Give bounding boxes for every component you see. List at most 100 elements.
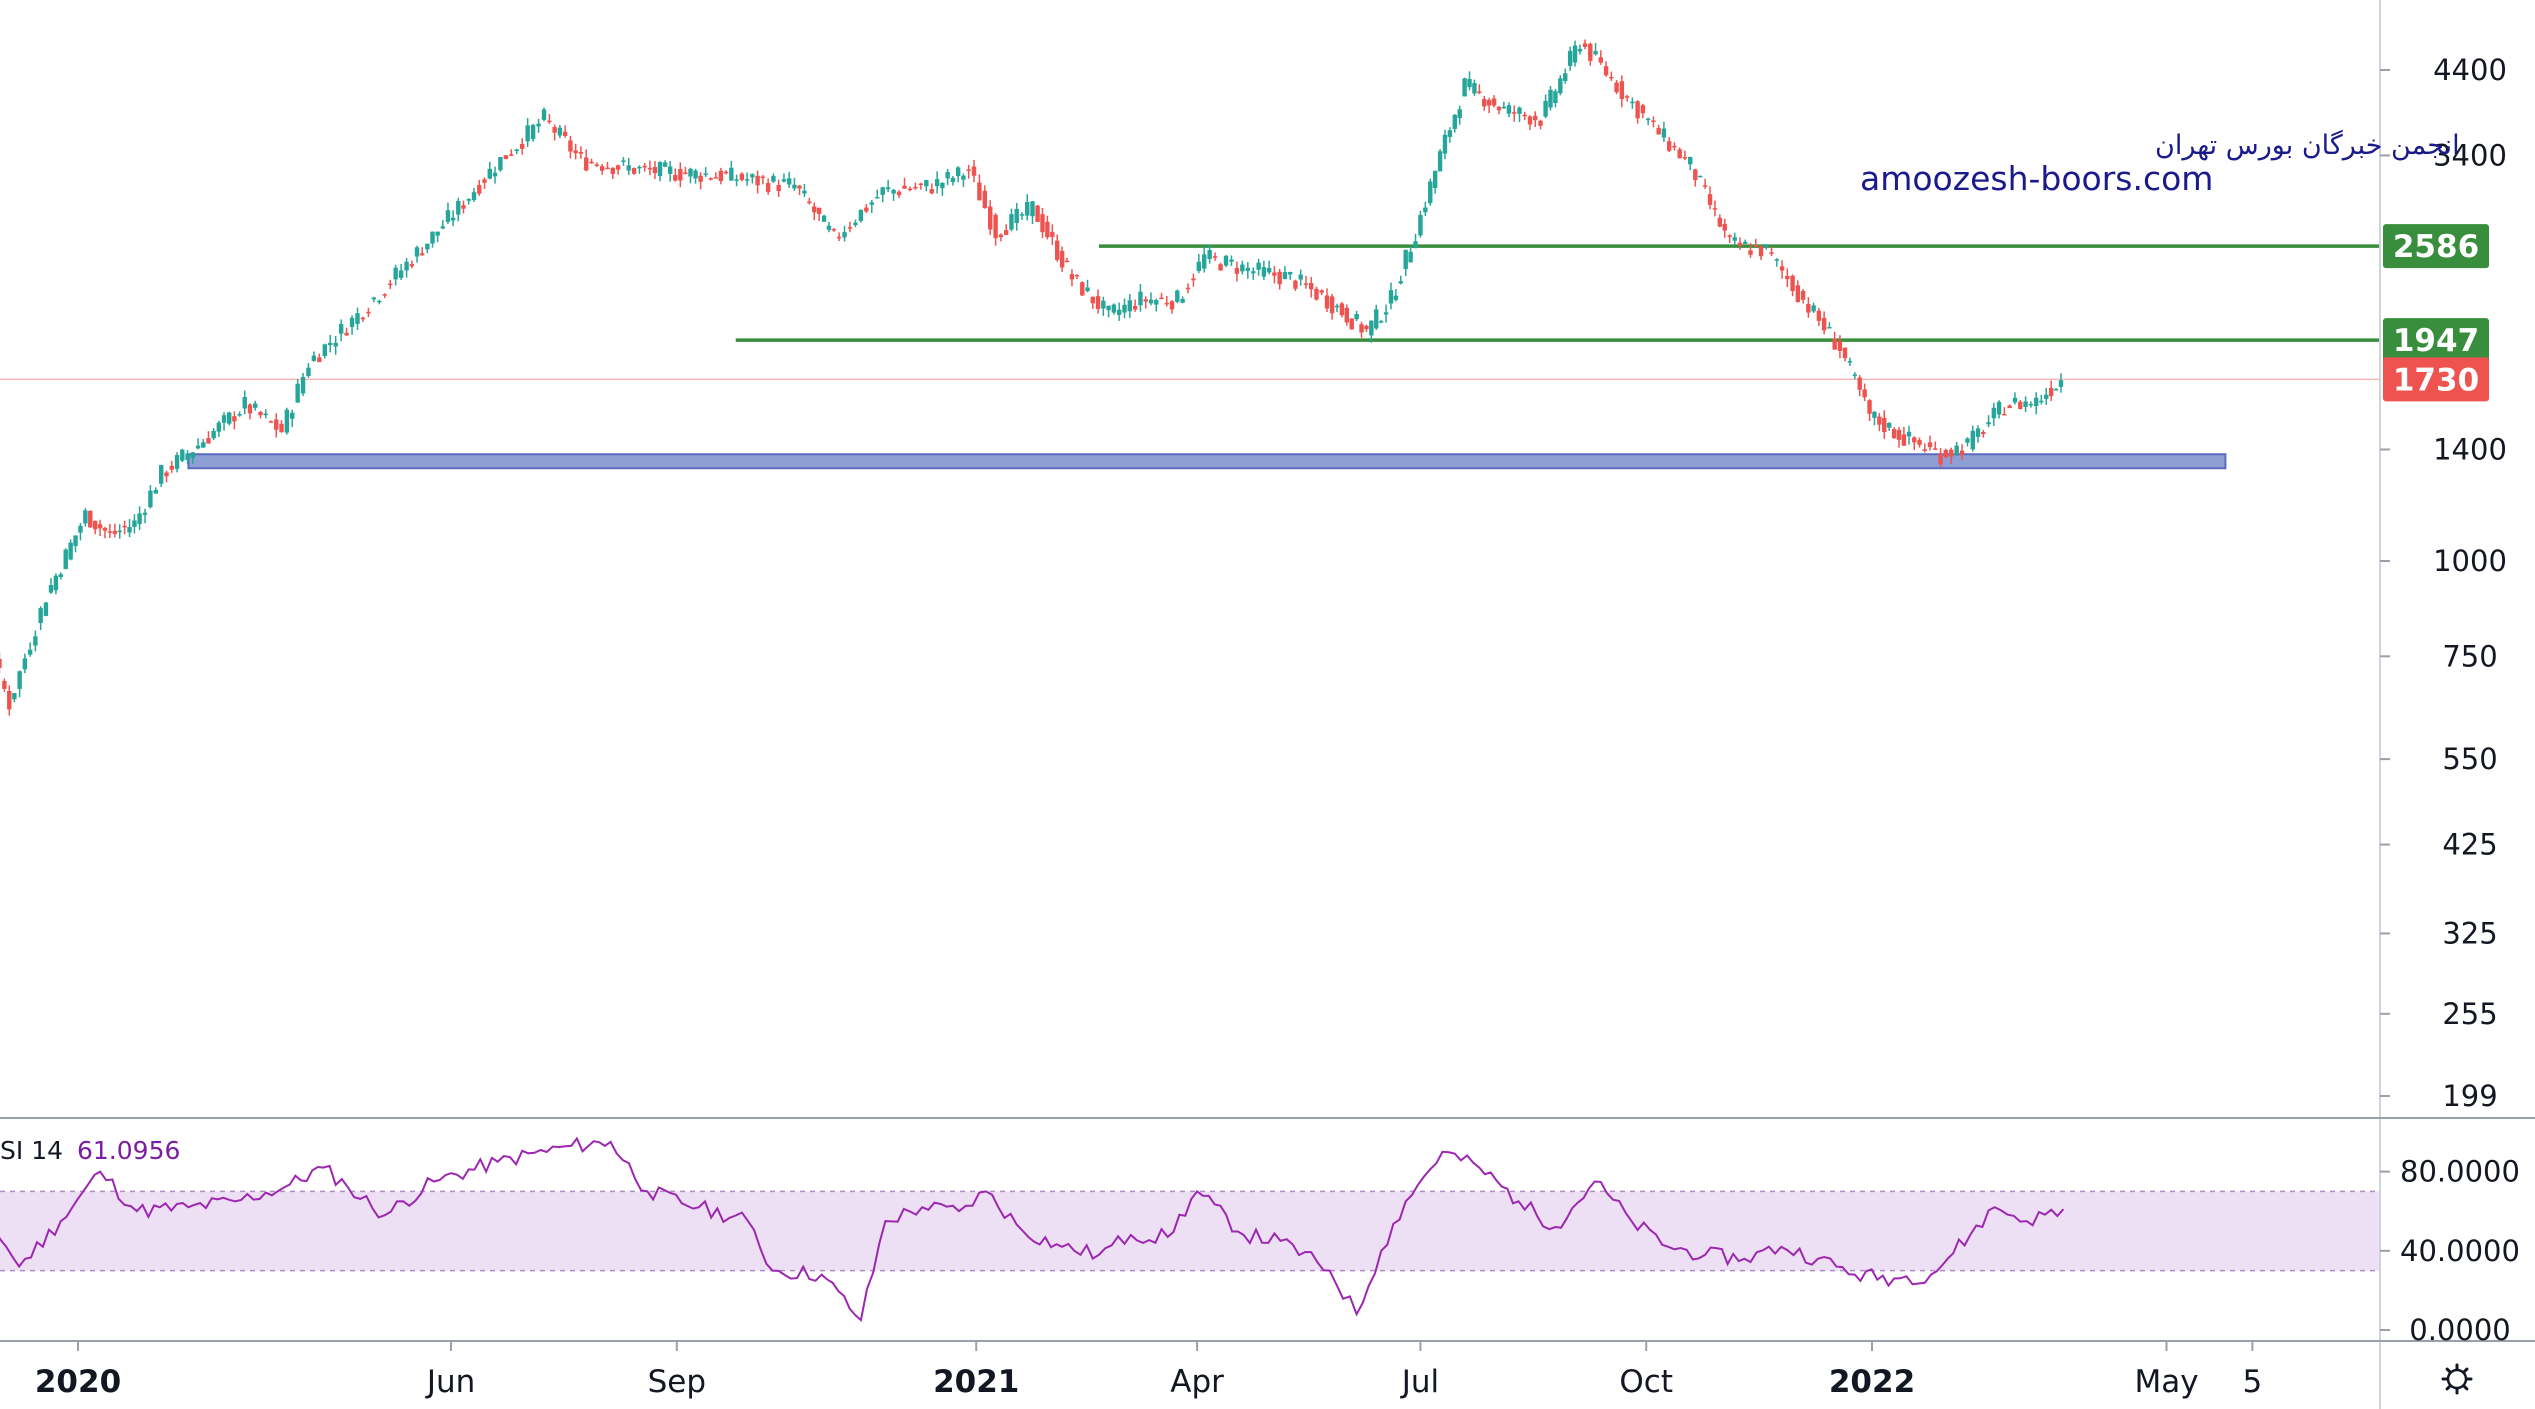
candle-body	[2018, 401, 2023, 410]
candle-body	[17, 671, 22, 689]
candle-body	[776, 185, 781, 192]
candle-body	[142, 512, 148, 515]
candle-body	[466, 199, 471, 201]
candle-body	[190, 452, 196, 458]
candle-body	[760, 176, 766, 179]
candle-body	[2023, 401, 2028, 407]
candle-body	[1954, 445, 1959, 455]
candle-body	[284, 409, 290, 433]
candle-body	[1672, 145, 1677, 148]
candle-body	[982, 190, 988, 209]
candle-body	[1906, 431, 1912, 437]
candle-body	[317, 357, 322, 363]
support-zone[interactable]	[187, 453, 2227, 470]
candle-body	[568, 140, 573, 152]
candle-body	[1095, 296, 1101, 310]
candle-body	[1722, 223, 1727, 231]
candle-body	[831, 228, 837, 231]
candle-body	[557, 127, 563, 136]
candle-body	[1164, 302, 1169, 305]
candle-body	[132, 520, 137, 527]
candle-body	[1645, 118, 1651, 121]
price-tick-label: 750	[2442, 639, 2497, 673]
candle-body	[1101, 300, 1106, 309]
candle-body	[1169, 301, 1175, 310]
candle-body	[169, 465, 174, 470]
candle-body	[1603, 66, 1609, 76]
candle-body	[88, 510, 93, 528]
candle-body	[1811, 305, 1816, 312]
time-tick-label: May	[2134, 1364, 2198, 1400]
candle-body	[578, 151, 584, 154]
candle-body	[1533, 115, 1538, 121]
candle-body	[792, 184, 797, 189]
rsi-title: SI 14	[0, 1136, 63, 1165]
candle-body	[22, 658, 28, 670]
candle-body	[1282, 272, 1288, 280]
candle-body	[610, 167, 616, 175]
candle-body	[652, 167, 658, 174]
candle-body	[1598, 57, 1604, 63]
candle-body	[27, 649, 33, 655]
candle-body	[2028, 403, 2034, 406]
candle-body	[781, 179, 787, 182]
candle-body	[1588, 43, 1593, 61]
candle-body	[929, 189, 934, 194]
candle-body	[750, 174, 755, 178]
settings-icon[interactable]	[2441, 1363, 2473, 1395]
candle-body	[180, 449, 185, 461]
time-tick-label: 2020	[35, 1364, 121, 1400]
candle-body	[1408, 251, 1413, 263]
candle-body	[552, 127, 557, 133]
candle-body	[1630, 101, 1635, 104]
candle-body	[482, 179, 487, 183]
candle-body	[1563, 73, 1568, 81]
candle-body	[1816, 310, 1822, 321]
candle-body	[1223, 255, 1229, 266]
candle-body	[1656, 127, 1661, 135]
price-tag-2586: 2586	[2393, 229, 2479, 265]
candle-body	[1272, 272, 1277, 276]
candle-body	[626, 165, 631, 171]
candle-body	[1640, 105, 1646, 114]
candle-body	[853, 222, 858, 226]
candle-body	[1758, 246, 1764, 257]
price-tick-label: 1400	[2433, 432, 2507, 466]
candle-body	[2044, 394, 2049, 399]
candle-body	[1040, 214, 1045, 233]
candle-body	[1927, 442, 1933, 448]
candle-body	[1506, 105, 1512, 114]
candle-body	[1196, 261, 1202, 272]
candle-body	[1009, 214, 1014, 230]
candle-body	[605, 167, 610, 170]
candle-body	[729, 167, 734, 181]
time-tick-label: 2021	[933, 1364, 1019, 1400]
candle-body	[0, 658, 2, 668]
candle-body	[279, 423, 284, 433]
candle-body	[1496, 106, 1502, 111]
candle-body	[268, 421, 274, 423]
candle-body	[977, 182, 982, 201]
candle-body	[998, 234, 1004, 238]
candle-body	[1707, 194, 1713, 205]
candle-body	[734, 179, 739, 181]
candle-body	[1522, 114, 1527, 117]
candle-body	[1732, 237, 1737, 241]
rsi-pane[interactable]	[0, 1136, 2380, 1323]
candle-body	[1609, 76, 1614, 79]
price-pane[interactable]	[0, 39, 2380, 716]
candle-body	[1548, 89, 1553, 108]
candle-body	[1069, 274, 1075, 280]
candle-body	[1111, 304, 1117, 313]
candle-body	[1877, 416, 1882, 425]
candle-body	[38, 608, 43, 624]
candle-body	[797, 185, 802, 189]
candle-body	[1582, 43, 1588, 47]
candle-body	[1383, 312, 1389, 315]
candle-body	[211, 430, 216, 439]
candle-body	[237, 414, 242, 416]
candle-body	[1800, 291, 1806, 300]
candle-body	[1712, 208, 1718, 210]
candle-body	[12, 693, 17, 700]
